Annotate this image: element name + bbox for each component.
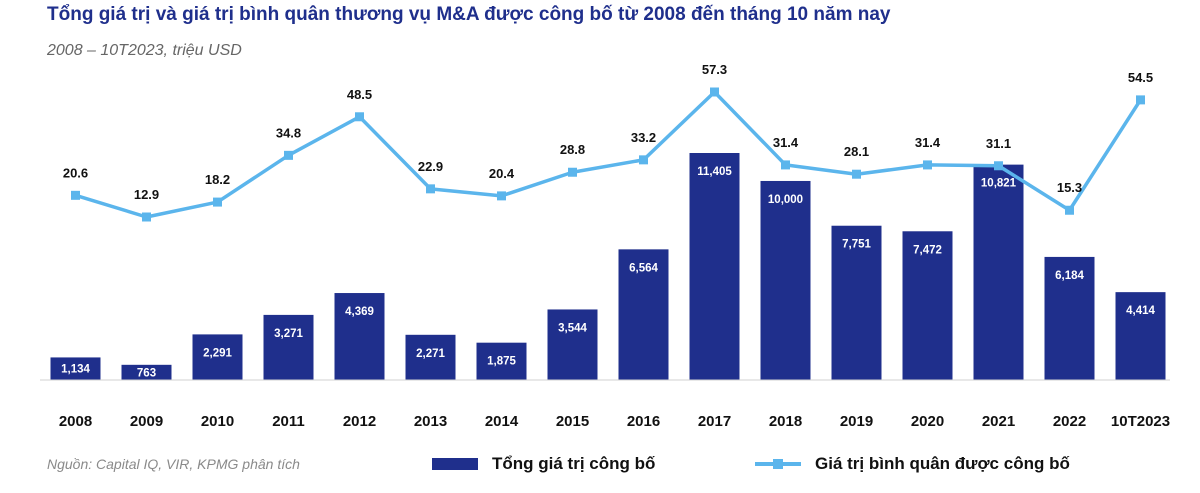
bar-value-label: 763 (137, 367, 156, 379)
line-point-2019 (852, 169, 861, 179)
line-point-2009 (142, 212, 151, 222)
x-tick-label: 2015 (556, 413, 589, 430)
legend-line-swatch (755, 459, 801, 469)
x-tick-label: 2022 (1053, 413, 1086, 430)
bar-2021 (973, 164, 1024, 380)
legend-item-line: Giá trị bình quân được công bố (755, 452, 1070, 476)
bar-value-label: 6,184 (1055, 270, 1084, 282)
line-series-path (74, 90, 1142, 219)
line-point-2021 (994, 161, 1003, 171)
x-tick-label: 2013 (414, 413, 447, 430)
legend-item-bar: Tổng giá trị công bố (432, 452, 655, 476)
bar-value-label: 4,369 (345, 306, 374, 318)
line-value-label: 22.9 (418, 159, 443, 174)
line-value-label: 20.4 (489, 166, 515, 181)
bar-2022 (1044, 256, 1095, 380)
line-value-label: 54.5 (1128, 70, 1153, 85)
line-point-2020 (923, 160, 932, 170)
bar-2020 (902, 231, 953, 380)
bar-10T2023 (1115, 292, 1166, 380)
bar-value-label: 10,000 (768, 194, 803, 206)
line-point-2017 (710, 87, 719, 97)
bar-2012 (334, 293, 385, 380)
chart-plot: 1,134 763 2,291 3,271 4,369 2,271 1,875 3,544 6,… (40, 62, 1170, 430)
bar-value-label: 7,472 (913, 244, 942, 256)
line-value-label: 48.5 (347, 87, 372, 102)
line-point-2022 (1065, 205, 1074, 215)
x-tick-label: 2018 (769, 413, 802, 430)
bar-2013 (405, 334, 456, 380)
line-point-2015 (568, 167, 577, 177)
x-tick-label: 2019 (840, 413, 873, 430)
line-point-2016 (639, 155, 648, 165)
bar-value-label: 1,134 (61, 364, 90, 376)
x-tick-label: 2017 (698, 413, 731, 430)
legend-line-label: Giá trị bình quân được công bố (815, 454, 1070, 473)
bar-value-label: 7,751 (842, 239, 871, 251)
line-value-label: 31.4 (773, 135, 799, 150)
x-tick-label: 2014 (485, 413, 519, 430)
bar-2009 (121, 364, 172, 380)
bar-2019 (831, 225, 882, 380)
bar-value-label: 6,564 (629, 262, 658, 274)
chart-subtitle: 2008 – 10T2023, triệu USD (47, 42, 242, 59)
line-point-2014 (497, 191, 506, 201)
line-value-label: 15.3 (1057, 180, 1082, 195)
x-tick-label: 2010 (201, 413, 234, 430)
x-tick-label: 2020 (911, 413, 944, 430)
chart-title: Tổng giá trị và giá trị bình quân thương… (47, 4, 891, 25)
x-tick-label: 2021 (982, 413, 1015, 430)
line-point-2012 (355, 112, 364, 122)
line-value-label: 28.8 (560, 142, 585, 157)
line-value-label: 31.1 (986, 136, 1011, 151)
line-value-label: 34.8 (276, 125, 301, 140)
bar-2010 (192, 334, 243, 380)
bar-value-label: 3,544 (558, 322, 587, 334)
line-point-2011 (284, 150, 293, 160)
bar-value-label: 4,414 (1126, 305, 1155, 317)
bar-2015 (547, 309, 598, 380)
bar-2017 (689, 153, 740, 380)
bar-value-label: 11,405 (697, 166, 732, 178)
bar-value-label: 2,291 (203, 347, 232, 359)
line-point-2018 (781, 160, 790, 170)
bars-layer: 1,134 763 2,291 3,271 4,369 2,271 1,875 3,544 6,… (50, 153, 1166, 380)
x-tick-label: 2016 (627, 413, 660, 430)
x-tick-label: 2012 (343, 413, 376, 430)
x-tick-label: 10T2023 (1111, 413, 1170, 430)
bar-2018 (760, 180, 811, 380)
bar-2008 (50, 357, 101, 380)
line-point-10T2023 (1136, 95, 1145, 105)
line-layer: 20.6 12.9 18.2 34.8 48.5 22.9 20.4 28.8 33.2 57.3… (63, 62, 1153, 222)
bar-2011 (263, 314, 314, 380)
legend-bar-swatch (432, 458, 478, 470)
line-point-2013 (426, 184, 435, 194)
bar-2014 (476, 342, 527, 380)
bar-value-label: 2,271 (416, 348, 445, 360)
x-tick-label: 2008 (59, 413, 92, 430)
source-note: Nguồn: Capital IQ, VIR, KPMG phân tích (47, 456, 300, 472)
line-value-label: 33.2 (631, 130, 656, 145)
x-tick-labels: 2008 2009 2010 2011 2012 2013 2014 2015 2016 2017… (59, 413, 1170, 430)
legend-bar-label: Tổng giá trị công bố (492, 454, 656, 473)
bar-value-label: 3,271 (274, 328, 303, 340)
x-tick-label: 2011 (272, 413, 305, 430)
bar-value-label: 1,875 (487, 356, 516, 368)
bar-value-label: 10,821 (981, 178, 1017, 190)
bar-2016 (618, 249, 669, 380)
line-value-label: 28.1 (844, 144, 869, 159)
line-value-label: 12.9 (134, 187, 159, 202)
line-value-label: 57.3 (702, 62, 727, 77)
x-tick-label: 2009 (130, 413, 163, 430)
line-value-label: 31.4 (915, 135, 941, 150)
line-point-2010 (213, 197, 222, 207)
line-value-label: 20.6 (63, 165, 88, 180)
line-point-2008 (71, 190, 80, 200)
line-value-label: 18.2 (205, 172, 230, 187)
